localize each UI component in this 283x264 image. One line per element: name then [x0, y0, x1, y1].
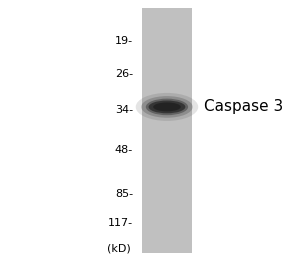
Text: 117-: 117- — [108, 218, 133, 228]
Ellipse shape — [136, 93, 198, 121]
Ellipse shape — [141, 96, 193, 118]
Ellipse shape — [146, 99, 188, 115]
Text: (kD): (kD) — [107, 243, 131, 253]
Bar — [142, 8, 192, 253]
Ellipse shape — [153, 102, 181, 111]
Text: 48-: 48- — [115, 145, 133, 155]
Text: 26-: 26- — [115, 69, 133, 79]
Text: 85-: 85- — [115, 189, 133, 199]
Text: 19-: 19- — [115, 36, 133, 46]
Text: 34-: 34- — [115, 105, 133, 115]
Text: Caspase 3: Caspase 3 — [204, 100, 283, 114]
Ellipse shape — [149, 101, 185, 113]
